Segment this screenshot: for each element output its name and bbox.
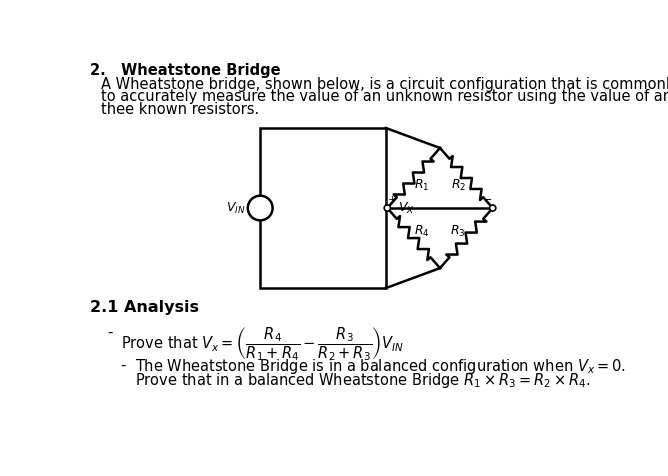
Text: Prove that in a balanced Wheatstone Bridge $R_1 \times R_3 = R_2 \times R_4$.: Prove that in a balanced Wheatstone Brid…: [135, 370, 591, 389]
Circle shape: [384, 205, 390, 211]
Bar: [261, 128, 385, 288]
Text: to accurately measure the value of an unknown resistor using the value of anothe: to accurately measure the value of an un…: [101, 89, 668, 104]
Text: +: +: [388, 195, 397, 205]
Text: -: -: [121, 357, 126, 372]
Text: −: −: [255, 207, 265, 220]
Text: $R_2$: $R_2$: [450, 178, 466, 193]
Text: A Wheatstone bridge, shown below, is a circuit configuration that is commonly us: A Wheatstone bridge, shown below, is a c…: [101, 77, 668, 92]
Text: $V_{IN}$: $V_{IN}$: [226, 200, 245, 216]
Text: $R_4$: $R_4$: [414, 223, 430, 238]
Text: thee known resistors.: thee known resistors.: [101, 102, 259, 117]
Text: −: −: [482, 195, 492, 205]
Text: $R_1$: $R_1$: [414, 178, 430, 193]
Circle shape: [248, 196, 273, 220]
Text: 2.   Wheatstone Bridge: 2. Wheatstone Bridge: [90, 63, 281, 78]
Text: $V_X$: $V_X$: [398, 200, 415, 216]
Text: Prove that $V_x = \left(\dfrac{R_4}{R_1+R_4} - \dfrac{R_3}{R_2+R_3}\right)V_{IN}: Prove that $V_x = \left(\dfrac{R_4}{R_1+…: [121, 325, 404, 363]
Text: -: -: [107, 325, 112, 340]
Text: +: +: [256, 198, 265, 209]
Text: 2.1 Analysis: 2.1 Analysis: [90, 300, 198, 316]
Text: The Wheatstone Bridge is in a balanced configuration when $V_x = 0$.: The Wheatstone Bridge is in a balanced c…: [135, 357, 626, 377]
Text: $R_3$: $R_3$: [450, 223, 466, 238]
Circle shape: [490, 205, 496, 211]
